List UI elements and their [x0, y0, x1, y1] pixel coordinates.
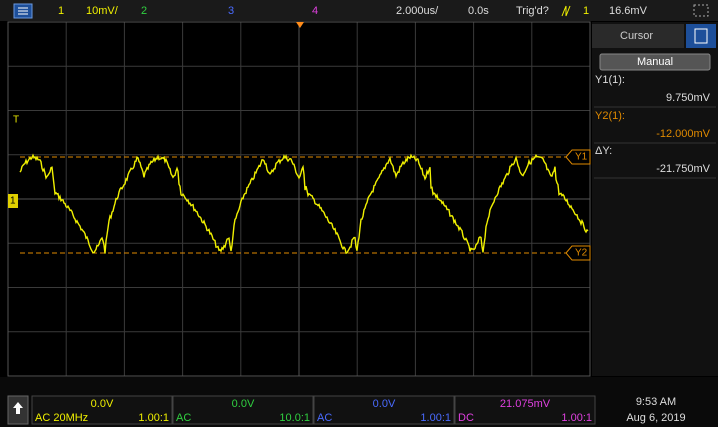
channel-box[interactable] [454, 395, 596, 425]
channel-coupling: AC 20MHz [35, 412, 88, 424]
channel-probe: 1.00:1 [420, 412, 451, 424]
time-scale[interactable]: 2.000us/ [396, 5, 439, 17]
channel-box[interactable] [313, 395, 455, 425]
ch2-label[interactable]: 2 [141, 5, 147, 17]
channel-coupling: DC [458, 412, 474, 424]
y2-label: Y2(1): [595, 110, 625, 122]
trigger-position [296, 22, 304, 28]
channel-coupling: AC [317, 412, 332, 424]
channel-probe: 1.00:1 [138, 412, 169, 424]
trigger-level-marker: T [13, 115, 19, 126]
trigger-level[interactable]: 16.6mV [609, 5, 648, 17]
dy-label: ΔY: [595, 145, 612, 157]
expand-icon [13, 402, 23, 414]
y1-label: Y1(1): [595, 74, 625, 86]
delay[interactable]: 0.0s [468, 5, 489, 17]
zoom-icon[interactable] [693, 4, 709, 17]
trigger-source[interactable]: 1 [583, 5, 589, 17]
panel-menu-button[interactable] [686, 24, 716, 48]
top-bar [0, 0, 718, 21]
channel-coupling: AC [176, 412, 191, 424]
graticule [7, 21, 591, 377]
channel-offset: 21.075mV [500, 398, 551, 410]
waveform [19, 153, 589, 255]
cursor-panel [592, 22, 718, 376]
y2-value: -12.000mV [656, 128, 710, 140]
ch3-label[interactable]: 3 [228, 5, 234, 17]
ch1-ground-marker [8, 194, 18, 208]
channel-probe: 1.00:1 [561, 412, 592, 424]
ch4-label[interactable]: 4 [312, 5, 318, 17]
panel-title: Cursor [620, 30, 653, 42]
trigger-status: Trig'd? [516, 5, 549, 17]
panel-menu-icon [694, 28, 708, 44]
panel-header [592, 24, 684, 48]
y1-tag[interactable] [565, 149, 591, 165]
ch1-scale[interactable]: 10mV/ [86, 5, 119, 17]
y2-tag[interactable] [565, 245, 591, 261]
clock-date: Aug 6, 2019 [626, 412, 685, 424]
channel-offset: 0.0V [373, 398, 396, 410]
mode-label: Manual [637, 56, 673, 68]
clock-time: 9:53 AM [636, 396, 676, 408]
y2-tag-label: Y2 [575, 248, 588, 259]
channel-box[interactable] [172, 395, 314, 425]
mode-button[interactable] [599, 53, 711, 71]
channel-probe: 10.0:1 [279, 412, 310, 424]
y1-tag-label: Y1 [575, 152, 588, 163]
dy-value: -21.750mV [656, 163, 710, 175]
channel-box[interactable] [31, 395, 173, 425]
ch1-label[interactable]: 1 [58, 5, 64, 17]
ch1-marker-label: 1 [10, 196, 16, 207]
channel-offset: 0.0V [91, 398, 114, 410]
y1-value: 9.750mV [666, 92, 711, 104]
channel-offset: 0.0V [232, 398, 255, 410]
trigger-edge-icon [561, 5, 571, 17]
